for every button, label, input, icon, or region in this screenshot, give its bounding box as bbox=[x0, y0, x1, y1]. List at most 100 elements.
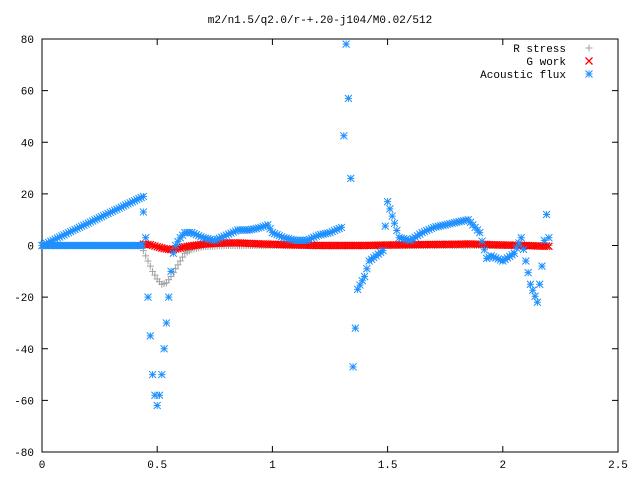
point-acoustic-flux bbox=[482, 254, 491, 263]
y-tick-label: 0 bbox=[27, 242, 34, 254]
point-acoustic-flux bbox=[494, 255, 503, 263]
point-acoustic-flux bbox=[91, 216, 99, 224]
point-r-stress bbox=[174, 261, 182, 269]
point-acoustic-flux bbox=[326, 228, 334, 237]
y-tick-label: -20 bbox=[14, 293, 34, 305]
point-acoustic-flux bbox=[487, 251, 496, 260]
point-acoustic-flux bbox=[82, 220, 90, 229]
point-acoustic-flux bbox=[80, 221, 88, 230]
point-acoustic-flux bbox=[432, 223, 440, 231]
point-acoustic-flux bbox=[144, 293, 152, 301]
point-acoustic-flux bbox=[519, 245, 528, 254]
point-acoustic-flux bbox=[217, 233, 226, 242]
point-acoustic-flux bbox=[498, 257, 507, 265]
point-acoustic-flux bbox=[445, 219, 454, 228]
point-acoustic-flux bbox=[53, 234, 62, 242]
x-tick-label: 2 bbox=[499, 460, 506, 472]
point-acoustic-flux bbox=[422, 226, 431, 235]
point-acoustic-flux bbox=[190, 229, 198, 238]
point-g-work bbox=[542, 242, 551, 251]
point-acoustic-flux bbox=[360, 272, 369, 281]
legend-label-g-work: G work bbox=[526, 57, 566, 69]
point-acoustic-flux bbox=[121, 201, 130, 209]
point-r-stress bbox=[146, 262, 154, 270]
point-acoustic-flux bbox=[95, 213, 104, 222]
point-acoustic-flux bbox=[450, 218, 459, 227]
point-acoustic-flux bbox=[429, 223, 438, 232]
point-acoustic-flux bbox=[383, 197, 392, 206]
point-acoustic-flux bbox=[515, 239, 523, 247]
point-acoustic-flux bbox=[187, 228, 196, 237]
point-acoustic-flux bbox=[316, 230, 325, 239]
point-acoustic-flux bbox=[93, 214, 101, 223]
point-acoustic-flux bbox=[197, 232, 205, 241]
y-tick-label: 60 bbox=[21, 87, 34, 99]
point-r-stress bbox=[149, 267, 157, 275]
point-acoustic-flux bbox=[314, 231, 323, 240]
point-acoustic-flux bbox=[545, 233, 553, 242]
point-g-work bbox=[153, 242, 162, 251]
point-acoustic-flux bbox=[174, 237, 182, 246]
point-acoustic-flux bbox=[277, 232, 286, 241]
point-acoustic-flux bbox=[457, 217, 466, 226]
point-acoustic-flux bbox=[535, 280, 544, 289]
point-acoustic-flux bbox=[104, 209, 112, 218]
point-acoustic-flux bbox=[381, 222, 390, 230]
point-acoustic-flux bbox=[229, 228, 238, 236]
point-acoustic-flux bbox=[517, 233, 526, 242]
point-acoustic-flux bbox=[321, 229, 330, 238]
x-tick-label: 0.5 bbox=[147, 460, 167, 472]
point-acoustic-flux bbox=[420, 227, 429, 236]
point-acoustic-flux bbox=[224, 230, 233, 238]
point-acoustic-flux bbox=[390, 219, 399, 228]
point-acoustic-flux bbox=[319, 230, 327, 238]
point-acoustic-flux bbox=[245, 226, 254, 234]
y-tick-label: 20 bbox=[21, 190, 34, 202]
point-acoustic-flux bbox=[138, 241, 146, 250]
point-acoustic-flux bbox=[247, 225, 256, 234]
point-acoustic-flux bbox=[62, 229, 71, 238]
point-acoustic-flux bbox=[328, 227, 337, 236]
point-acoustic-flux bbox=[416, 230, 424, 238]
point-acoustic-flux bbox=[110, 206, 119, 215]
point-acoustic-flux bbox=[462, 216, 470, 225]
point-acoustic-flux bbox=[157, 370, 166, 379]
point-acoustic-flux bbox=[528, 286, 537, 295]
point-acoustic-flux bbox=[346, 174, 355, 183]
point-acoustic-flux bbox=[409, 234, 417, 243]
point-acoustic-flux bbox=[49, 236, 57, 245]
point-acoustic-flux bbox=[335, 224, 344, 233]
point-acoustic-flux bbox=[75, 223, 84, 232]
point-acoustic-flux bbox=[273, 230, 281, 239]
point-acoustic-flux bbox=[160, 344, 168, 353]
point-acoustic-flux bbox=[126, 198, 135, 207]
point-acoustic-flux bbox=[222, 231, 231, 240]
point-acoustic-flux bbox=[252, 224, 261, 233]
point-acoustic-flux bbox=[526, 280, 535, 289]
series-acoustic-flux bbox=[38, 40, 553, 410]
point-acoustic-flux bbox=[478, 237, 486, 246]
x-tick-label: 1.5 bbox=[378, 460, 398, 472]
point-acoustic-flux bbox=[64, 228, 73, 237]
point-acoustic-flux bbox=[220, 232, 228, 241]
y-tick-label: -40 bbox=[14, 345, 34, 357]
point-acoustic-flux bbox=[117, 203, 126, 211]
point-acoustic-flux bbox=[108, 207, 117, 216]
point-acoustic-flux bbox=[492, 254, 500, 262]
point-acoustic-flux bbox=[162, 319, 171, 327]
point-acoustic-flux bbox=[443, 220, 452, 229]
point-acoustic-flux bbox=[204, 234, 212, 243]
point-acoustic-flux bbox=[312, 232, 321, 241]
point-g-work bbox=[155, 243, 164, 252]
point-acoustic-flux bbox=[505, 252, 514, 261]
point-g-work bbox=[544, 242, 553, 251]
point-acoustic-flux bbox=[413, 231, 422, 240]
point-acoustic-flux bbox=[254, 224, 263, 232]
point-r-stress bbox=[151, 271, 159, 279]
point-acoustic-flux bbox=[227, 229, 235, 237]
point-acoustic-flux bbox=[310, 233, 318, 242]
point-acoustic-flux bbox=[84, 219, 93, 227]
point-acoustic-flux bbox=[524, 268, 532, 277]
point-acoustic-flux bbox=[71, 225, 79, 234]
y-tick-label: 40 bbox=[21, 138, 34, 150]
